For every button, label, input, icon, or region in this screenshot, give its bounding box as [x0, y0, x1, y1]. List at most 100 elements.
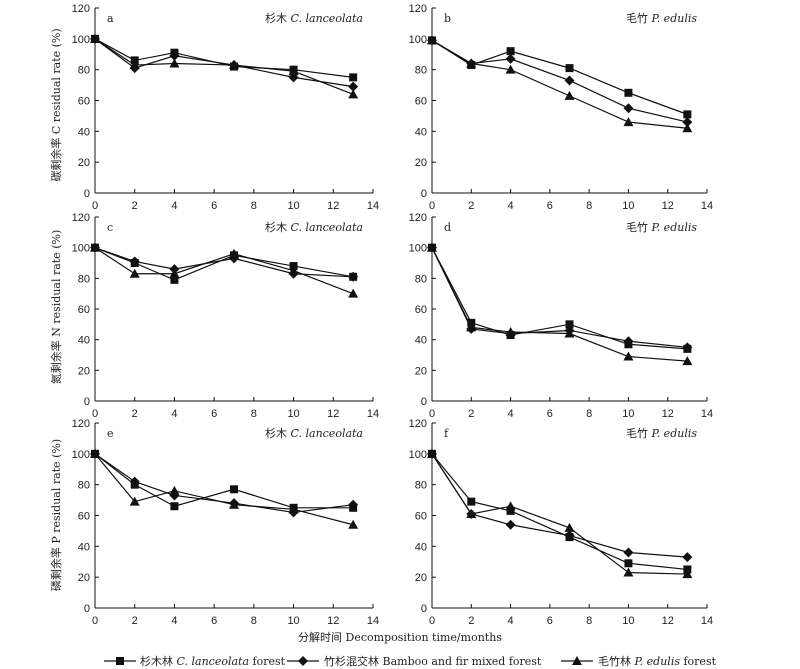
- x-tick-label: 4: [171, 408, 177, 420]
- data-point-triangle: [169, 485, 180, 495]
- series-line-square: [94, 38, 354, 78]
- x-tick-label: 0: [92, 408, 98, 420]
- data-point-triangle: [129, 268, 140, 278]
- data-point-diamond: [348, 81, 359, 92]
- panel-a: 0 20 40 60 80 100 120 0 2 4 6 8 10 12 14 a 杉木 C. lanceol…: [72, 3, 379, 212]
- legend-item-c-lanceolata: 杉木林 C. lanceolata forest: [104, 654, 286, 668]
- svg-text:杉木林 C. lanceolata forest: 杉木林 C. lanceolata forest: [140, 654, 286, 668]
- data-point-diamond: [682, 117, 693, 128]
- data-point-triangle: [682, 569, 693, 579]
- series-line-square: [431, 39, 688, 115]
- panel-d: 0 20 40 60 80 100 120 0 2 4 6 8 10 12 14 d 毛竹 P. edulis: [409, 212, 713, 420]
- data-point-triangle: [348, 89, 359, 99]
- x-tick-label: 14: [701, 408, 713, 420]
- data-point-square: [683, 565, 692, 574]
- series-line-triangle: [431, 247, 688, 362]
- series-line-diamond: [431, 247, 688, 348]
- y-tick-label: 80: [415, 480, 427, 492]
- y-tick-label: 60: [415, 96, 427, 108]
- data-point-diamond: [623, 547, 634, 558]
- x-tick-label: 14: [701, 200, 713, 212]
- x-tick-label: 12: [662, 408, 674, 420]
- y-tick-label: 120: [72, 418, 90, 430]
- y-tick-label: 80: [415, 273, 427, 285]
- panel-title: 杉木 C. lanceolata: [265, 11, 363, 25]
- data-point-square: [230, 251, 238, 260]
- panel-e: 0 20 40 60 80 100 120 0 2 4 6 8 10 12 14 e 杉木 C. lanceol…: [72, 418, 379, 627]
- x-tick-label: 12: [327, 408, 339, 420]
- panel-title: 杉木 C. lanceolata: [265, 220, 363, 234]
- x-tick-label: 10: [287, 615, 299, 627]
- x-tick-label: 2: [132, 615, 138, 627]
- x-tick-label: 14: [701, 615, 713, 627]
- x-tick-label: 0: [429, 615, 435, 627]
- data-point-square: [624, 340, 633, 349]
- x-tick-label: 10: [287, 408, 299, 420]
- x-axis-label: 分解时间 Decomposition time/months: [298, 630, 502, 644]
- x-tick-label: 2: [468, 615, 474, 627]
- y-tick-label: 40: [415, 126, 427, 138]
- series-line-diamond: [94, 38, 354, 88]
- y-tick-label: 20: [415, 157, 427, 169]
- data-point-diamond: [288, 72, 299, 83]
- x-tick-label: 0: [92, 615, 98, 627]
- y-tick-label: 0: [84, 603, 90, 615]
- data-point-square: [170, 275, 179, 284]
- ylabel-row-p: 磷剩余率 P residual rate (%): [49, 439, 63, 591]
- panel-label: c: [107, 221, 113, 234]
- legend-item-p-edulis: 毛竹林 P. edulis forest: [561, 654, 717, 668]
- data-point-triangle: [682, 356, 693, 366]
- y-tick-label: 120: [409, 418, 427, 430]
- x-tick-label: 12: [327, 615, 339, 627]
- panel-title: 毛竹 P. edulis: [626, 11, 697, 25]
- data-point-square: [565, 64, 574, 73]
- x-tick-label: 4: [171, 615, 177, 627]
- data-point-square: [428, 36, 436, 45]
- x-tick-label: 12: [662, 615, 674, 627]
- x-tick-label: 14: [367, 408, 379, 420]
- data-point-square: [467, 497, 476, 506]
- data-point-square: [91, 449, 99, 458]
- y-tick-label: 80: [78, 273, 90, 285]
- x-tick-label: 8: [586, 615, 592, 627]
- data-point-square: [624, 88, 633, 97]
- y-tick-label: 80: [78, 65, 90, 77]
- data-point-square: [349, 503, 358, 512]
- x-tick-label: 12: [662, 200, 674, 212]
- data-point-square: [230, 485, 238, 494]
- y-tick-label: 100: [409, 243, 427, 255]
- data-point-square: [91, 243, 99, 252]
- y-tick-label: 40: [78, 541, 90, 553]
- legend-diamond-marker: [298, 656, 308, 666]
- ylabel-row-c: 碳剩余率 C residual rate (%): [49, 28, 63, 181]
- data-point-triangle: [169, 58, 180, 68]
- y-tick-label: 60: [78, 511, 90, 523]
- x-tick-label: 0: [92, 200, 98, 212]
- x-tick-label: 2: [132, 408, 138, 420]
- x-tick-label: 2: [132, 200, 138, 212]
- panel-c: 0 20 40 60 80 100 120 0 2 4 6 8 10 12 14 c 杉木 C. lanceol…: [72, 212, 379, 420]
- series-line-diamond: [94, 453, 354, 514]
- data-point-square: [349, 73, 358, 82]
- series-line-square: [94, 247, 354, 281]
- x-tick-label: 4: [171, 200, 177, 212]
- data-point-triangle: [348, 288, 359, 298]
- x-tick-label: 0: [429, 408, 435, 420]
- ylabel-row-n: 氮剩余率 N residual rate (%): [49, 230, 63, 385]
- data-point-square: [467, 61, 476, 70]
- x-tick-label: 10: [622, 408, 634, 420]
- x-tick-label: 0: [429, 200, 435, 212]
- y-tick-label: 120: [72, 3, 90, 15]
- x-tick-label: 14: [367, 615, 379, 627]
- x-tick-label: 4: [508, 200, 514, 212]
- x-tick-label: 14: [367, 200, 379, 212]
- x-tick-label: 6: [211, 200, 217, 212]
- panel-title: 毛竹 P. edulis: [626, 426, 697, 440]
- y-tick-label: 40: [415, 335, 427, 347]
- y-tick-label: 20: [415, 572, 427, 584]
- data-point-square: [130, 259, 139, 267]
- y-tick-label: 20: [78, 572, 90, 584]
- y-tick-label: 80: [415, 65, 427, 77]
- x-tick-label: 8: [251, 200, 257, 212]
